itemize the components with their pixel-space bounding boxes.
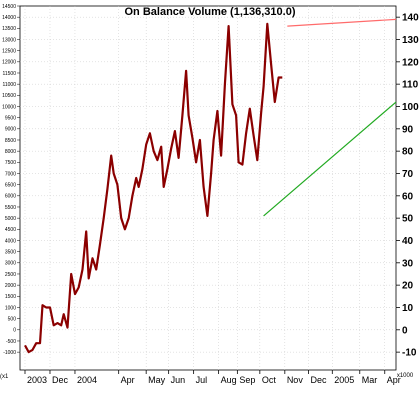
x-tick-label: 2003 xyxy=(27,375,47,385)
x-tick-label: Sep xyxy=(239,375,255,385)
left-tick-label: -1000 xyxy=(3,350,16,356)
left-tick-label: 6500 xyxy=(5,182,16,188)
left-tick-label: 7500 xyxy=(5,160,16,166)
x-axis-ticks: 2003 Dec 2004 Apr May Jun Jul Aug Sep Oct Nov Dec 20… xyxy=(24,370,401,385)
left-tick-label: 12000 xyxy=(2,60,16,66)
obv-series-line xyxy=(24,22,283,354)
left-tick-label: 13500 xyxy=(2,26,16,32)
right-tick-label: 100 xyxy=(402,102,419,113)
left-tick-label: 0 xyxy=(13,328,16,334)
left-tick-label: 5000 xyxy=(5,216,16,222)
left-tick-label: 10000 xyxy=(2,104,16,110)
left-tick-label: 1000 xyxy=(5,305,16,311)
left-tick-label: 9000 xyxy=(5,127,16,133)
left-tick-label: 3000 xyxy=(5,261,16,267)
left-tick-label: 13000 xyxy=(2,37,16,43)
x-tick-label: Dec xyxy=(311,375,328,385)
x-tick-label: 2005 xyxy=(334,375,354,385)
left-tick-label: 14500 xyxy=(2,4,16,10)
left-tick-label: 5500 xyxy=(5,205,16,211)
right-tick-label: 50 xyxy=(402,214,414,225)
right-tick-label: 70 xyxy=(402,169,414,180)
left-tick-label: 1500 xyxy=(5,294,16,300)
plot-area xyxy=(19,5,397,371)
x-tick-label: Aug xyxy=(221,375,237,385)
right-tick-label: 130 xyxy=(402,35,419,46)
left-tick-label: 11000 xyxy=(2,82,16,88)
right-tick-label: 30 xyxy=(402,258,414,269)
x-tick-label: 2004 xyxy=(77,375,97,385)
right-tick-label: 140 xyxy=(402,13,419,24)
left-tick-label: 8000 xyxy=(5,149,16,155)
right-axis-ticks: -10 0 10 20 30 40 50 60 70 80 90 100 110 120 130 140 xyxy=(396,13,419,359)
left-axis-ticks: -1000 -500 0 500 1000 1500 2000 2500 3000 3500 400… xyxy=(2,4,20,356)
left-tick-label: 3500 xyxy=(5,249,16,255)
left-tick-label: 8500 xyxy=(5,138,16,144)
x-tick-label: Oct xyxy=(262,375,277,385)
right-tick-label: 10 xyxy=(402,303,414,314)
left-tick-label: 500 xyxy=(8,316,17,322)
trendline xyxy=(287,18,397,27)
left-tick-label: 2000 xyxy=(5,283,16,289)
trendline xyxy=(263,101,397,217)
right-tick-label: 80 xyxy=(402,147,414,158)
chart-title: On Balance Volume (1,136,310.0) xyxy=(125,6,296,18)
x-tick-label: May xyxy=(148,375,166,385)
x-tick-label: Jul xyxy=(196,375,208,385)
right-tick-label: 90 xyxy=(402,124,414,135)
left-tick-label: 14000 xyxy=(2,15,16,21)
x-tick-label: Apr xyxy=(121,375,135,385)
right-tick-label: 110 xyxy=(402,80,419,91)
x-tick-label: Mar xyxy=(362,375,378,385)
left-tick-label: 10500 xyxy=(2,93,16,99)
left-tick-label: 11500 xyxy=(2,71,16,77)
left-tick-label: 7000 xyxy=(5,171,16,177)
unit-label: x1000 xyxy=(397,373,414,379)
x-tick-label: Apr xyxy=(387,375,401,385)
right-tick-label: 120 xyxy=(402,57,419,68)
x-tick-label: Jun xyxy=(171,375,186,385)
x-tick-label: Dec xyxy=(52,375,69,385)
left-tick-label: 4000 xyxy=(5,238,16,244)
series-lines xyxy=(24,18,397,354)
right-tick-label: 40 xyxy=(402,236,414,247)
axis-corner-label: (x1 xyxy=(0,374,9,380)
right-tick-label: 60 xyxy=(402,191,414,202)
left-tick-label: 12500 xyxy=(2,48,16,54)
left-tick-label: 4500 xyxy=(5,227,16,233)
right-tick-label: -10 xyxy=(402,348,417,359)
left-tick-label: 6000 xyxy=(5,194,16,200)
left-tick-label: -500 xyxy=(6,339,16,345)
left-tick-label: 2500 xyxy=(5,272,16,278)
left-tick-label: 9500 xyxy=(5,115,16,121)
right-tick-label: 0 xyxy=(402,325,408,336)
right-tick-label: 20 xyxy=(402,281,414,292)
x-tick-label: Nov xyxy=(287,375,304,385)
